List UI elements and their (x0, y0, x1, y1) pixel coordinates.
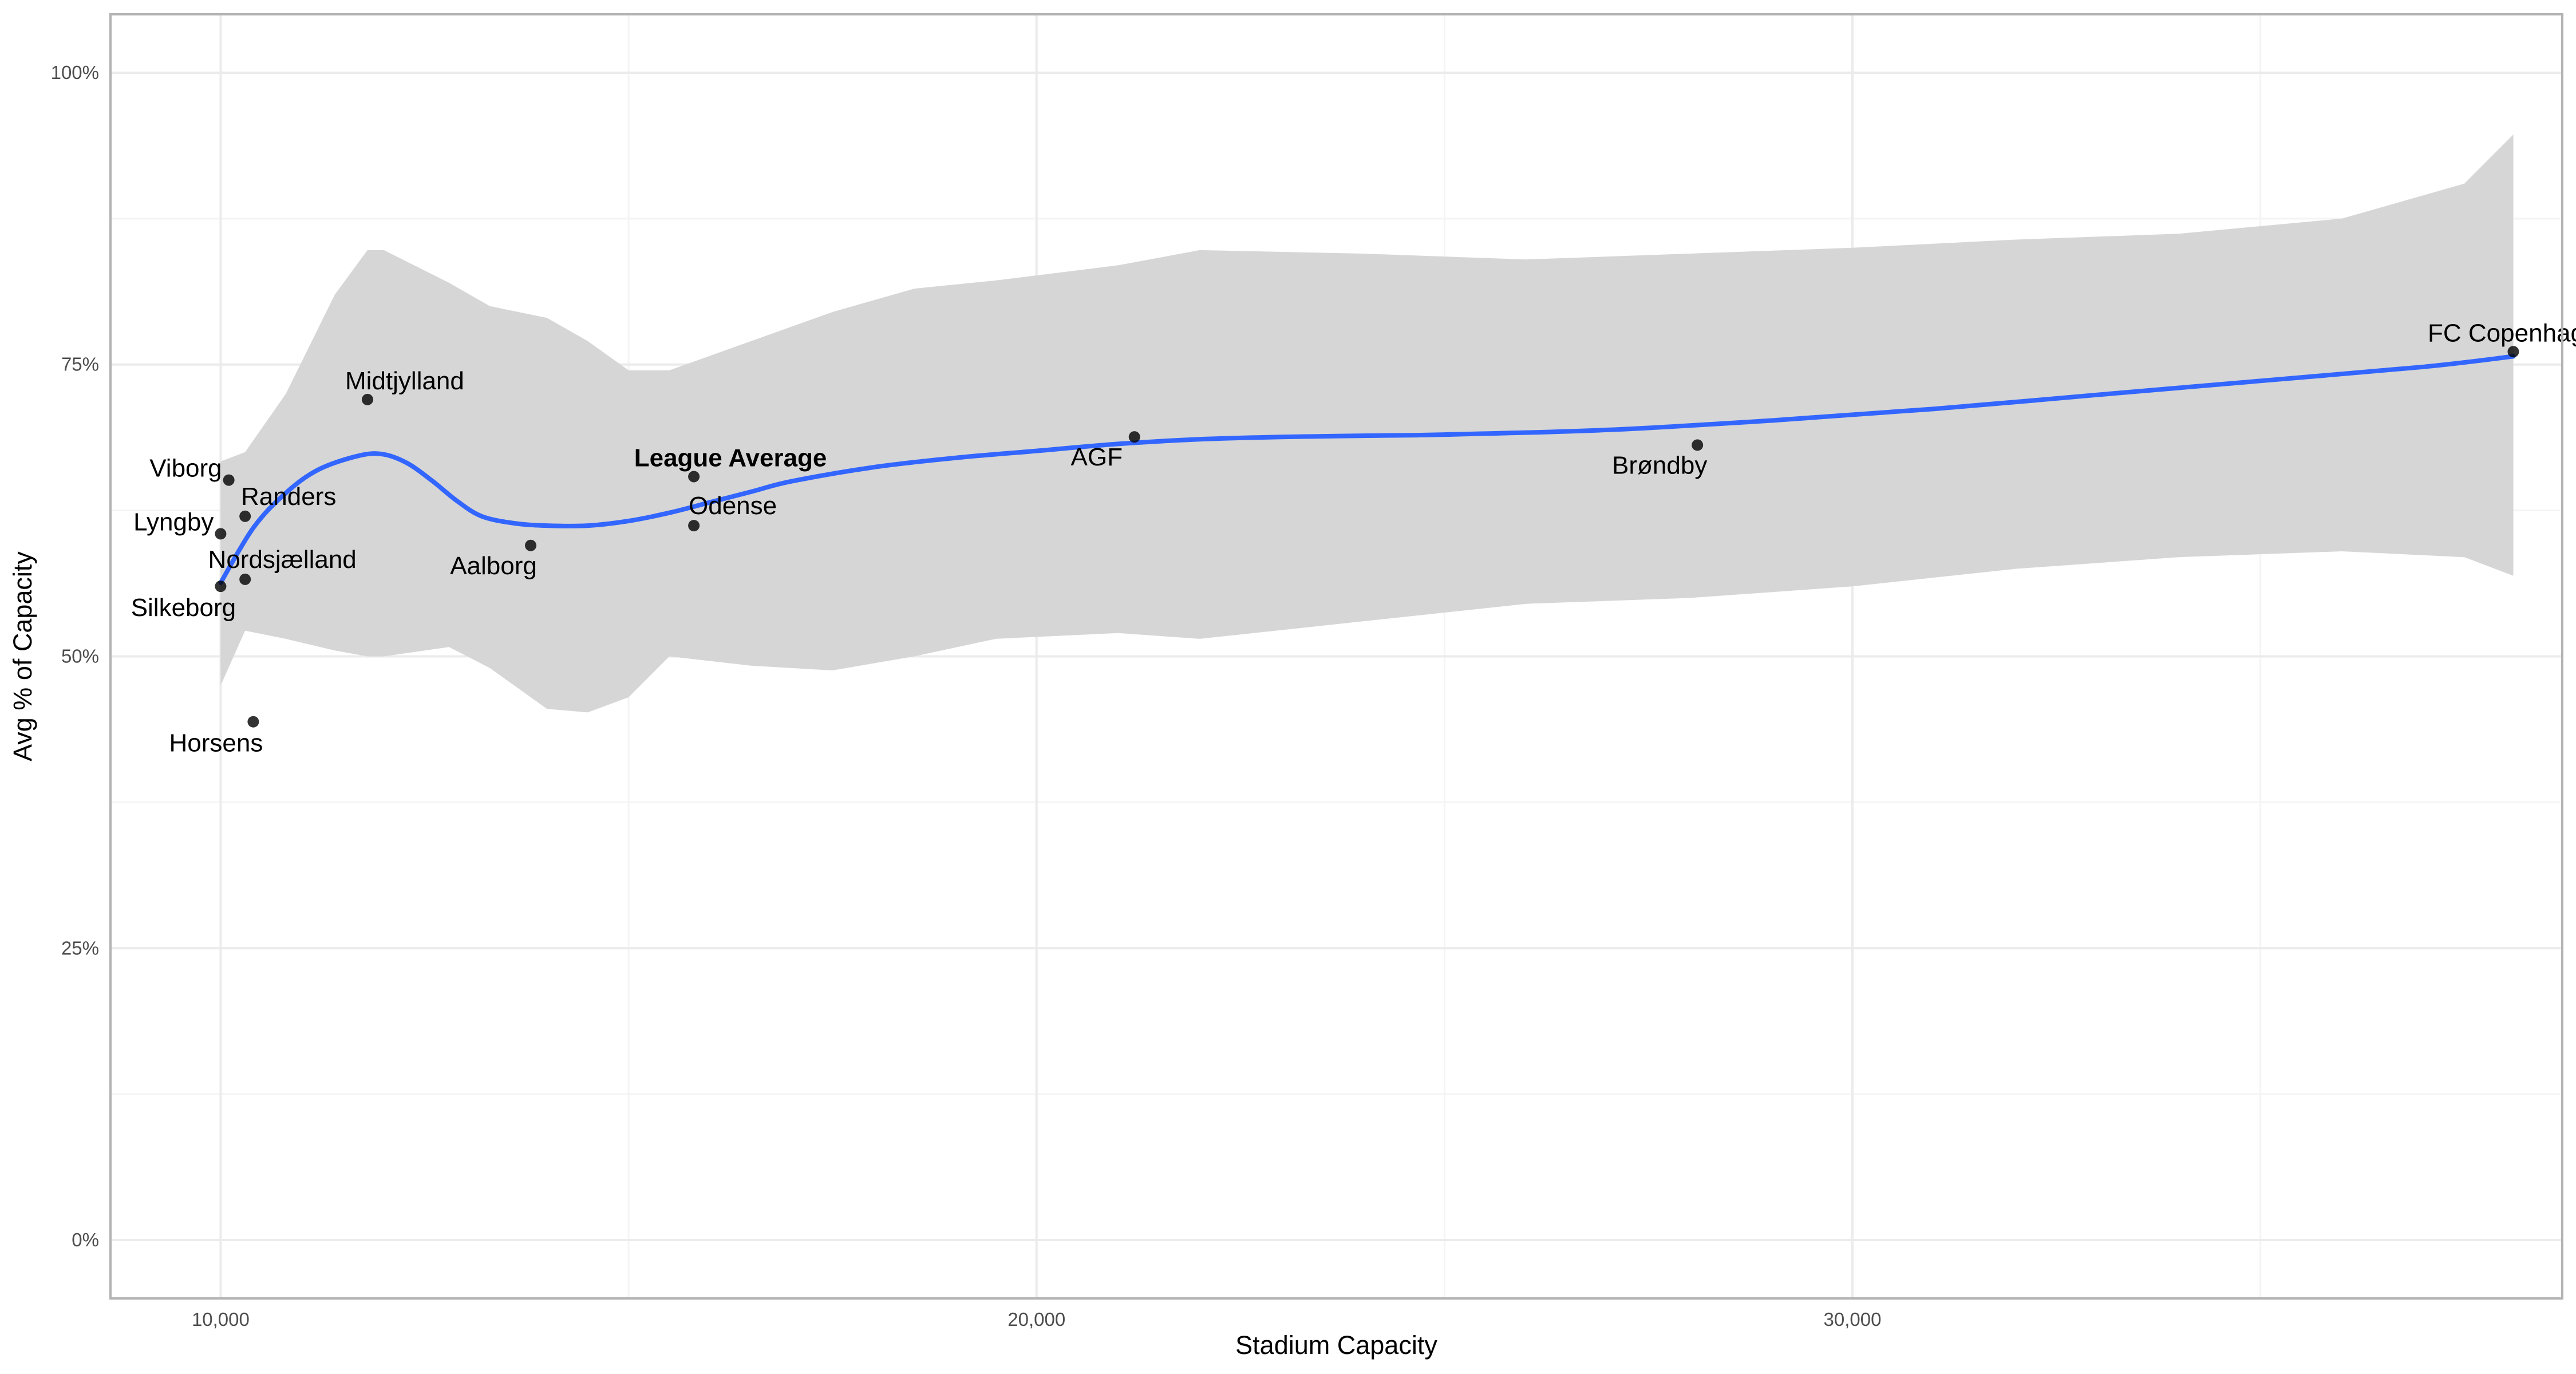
label-odense: Odense (689, 492, 777, 520)
label-randers: Randers (241, 483, 336, 511)
y-tick-labels: 0% 25% 50% 75% 100% (51, 62, 99, 1250)
label-aalborg: Aalborg (450, 552, 537, 580)
confidence-ribbon (220, 135, 2514, 713)
point-nordsj-lland (239, 573, 251, 585)
y-tick-label: 25% (61, 937, 99, 958)
x-axis-title: Stadium Capacity (1235, 1330, 1437, 1360)
label-midtjylland: Midtjylland (345, 367, 464, 395)
y-axis-title: Avg % of Capacity (8, 551, 37, 761)
confidence-band-layer (220, 135, 2514, 713)
label-agf: AGF (1071, 443, 1123, 471)
smooth-trend-line (218, 354, 2516, 585)
label-lyngby: Lyngby (133, 508, 214, 536)
point-silkeborg (215, 581, 227, 593)
x-tick-label: 20,000 (1008, 1309, 1065, 1330)
y-tick-label: 100% (51, 62, 99, 83)
point-midtjylland (361, 393, 373, 405)
label-silkeborg: Silkeborg (131, 594, 236, 622)
label-br-ndby: Brøndby (1612, 451, 1707, 479)
label-nordsj-lland: Nordsjælland (208, 546, 357, 574)
label-viborg: Viborg (149, 455, 222, 483)
point-br-ndby (1692, 439, 1704, 451)
x-tick-label: 30,000 (1824, 1309, 1882, 1330)
x-tick-label: 10,000 (192, 1309, 250, 1330)
data-points-layer (215, 346, 2519, 728)
point-lyngby (215, 528, 227, 540)
point-randers (239, 510, 251, 522)
point-aalborg (525, 539, 537, 551)
point-fc-copenhagen (2507, 346, 2519, 358)
smooth-line-layer (218, 354, 2516, 585)
y-tick-label: 50% (61, 646, 99, 667)
label-fc-copenhagen: FC Copenhagen (2428, 319, 2576, 347)
y-tick-label: 75% (61, 354, 99, 375)
point-odense (688, 520, 700, 532)
label-horsens: Horsens (169, 729, 263, 757)
y-tick-label: 0% (72, 1229, 99, 1250)
panel-border (109, 13, 2563, 1300)
point-league-average (688, 471, 700, 483)
point-labels-layer: Viborg Randers Lyngby Nordsjælland Silkeborg… (131, 319, 2576, 757)
point-viborg (223, 474, 235, 486)
x-tick-labels: 10,000 20,000 30,000 (192, 1309, 1882, 1330)
point-agf (1128, 431, 1140, 443)
point-horsens (247, 716, 259, 728)
label-league-average: League Average (634, 444, 827, 472)
